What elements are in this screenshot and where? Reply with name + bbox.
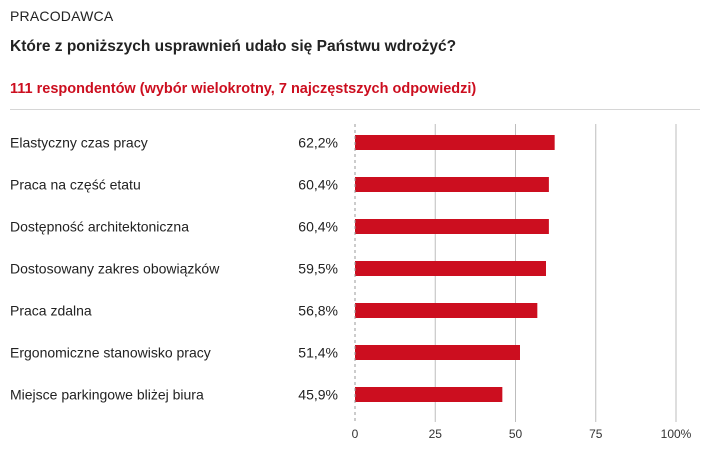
category-label: Miejsce parkingowe bliżej biura: [10, 387, 204, 403]
bar: [355, 219, 549, 234]
chart-subtitle: 111 respondentów (wybór wielokrotny, 7 n…: [10, 81, 477, 97]
value-label: 45,9%: [298, 387, 338, 403]
bar: [355, 135, 555, 150]
x-tick-label: 25: [429, 427, 443, 441]
bar: [355, 303, 538, 318]
value-label: 59,5%: [298, 261, 338, 277]
category-label: Dostosowany zakres obowiązków: [10, 261, 220, 277]
value-label: 51,4%: [298, 345, 338, 361]
bar: [355, 345, 520, 360]
category-label: Elastyczny czas pracy: [10, 135, 148, 151]
bar: [355, 387, 503, 402]
category-label: Dostępność architektoniczna: [10, 219, 189, 235]
category-label: Praca zdalna: [10, 303, 92, 319]
value-label: 60,4%: [298, 177, 338, 193]
bar: [355, 177, 549, 192]
value-label: 56,8%: [298, 303, 338, 319]
section-label: PRACODAWCA: [10, 8, 114, 24]
x-tick-label: 0: [352, 427, 359, 441]
survey-question: Które z poniższych usprawnień udało się …: [10, 38, 457, 55]
category-label: Praca na część etatu: [10, 177, 141, 193]
value-label: 62,2%: [298, 135, 338, 151]
x-tick-label: 50: [509, 427, 523, 441]
x-tick-label: 75: [589, 427, 603, 441]
value-label: 60,4%: [298, 219, 338, 235]
bar: [355, 261, 546, 276]
x-tick-label: 100%: [661, 427, 692, 441]
bar-chart: 0 25 50 75 100% Elastyczny czas pracy 62,2% Pra…: [10, 124, 692, 441]
header-divider: [10, 109, 700, 110]
category-label: Ergonomiczne stanowisko pracy: [10, 345, 211, 361]
